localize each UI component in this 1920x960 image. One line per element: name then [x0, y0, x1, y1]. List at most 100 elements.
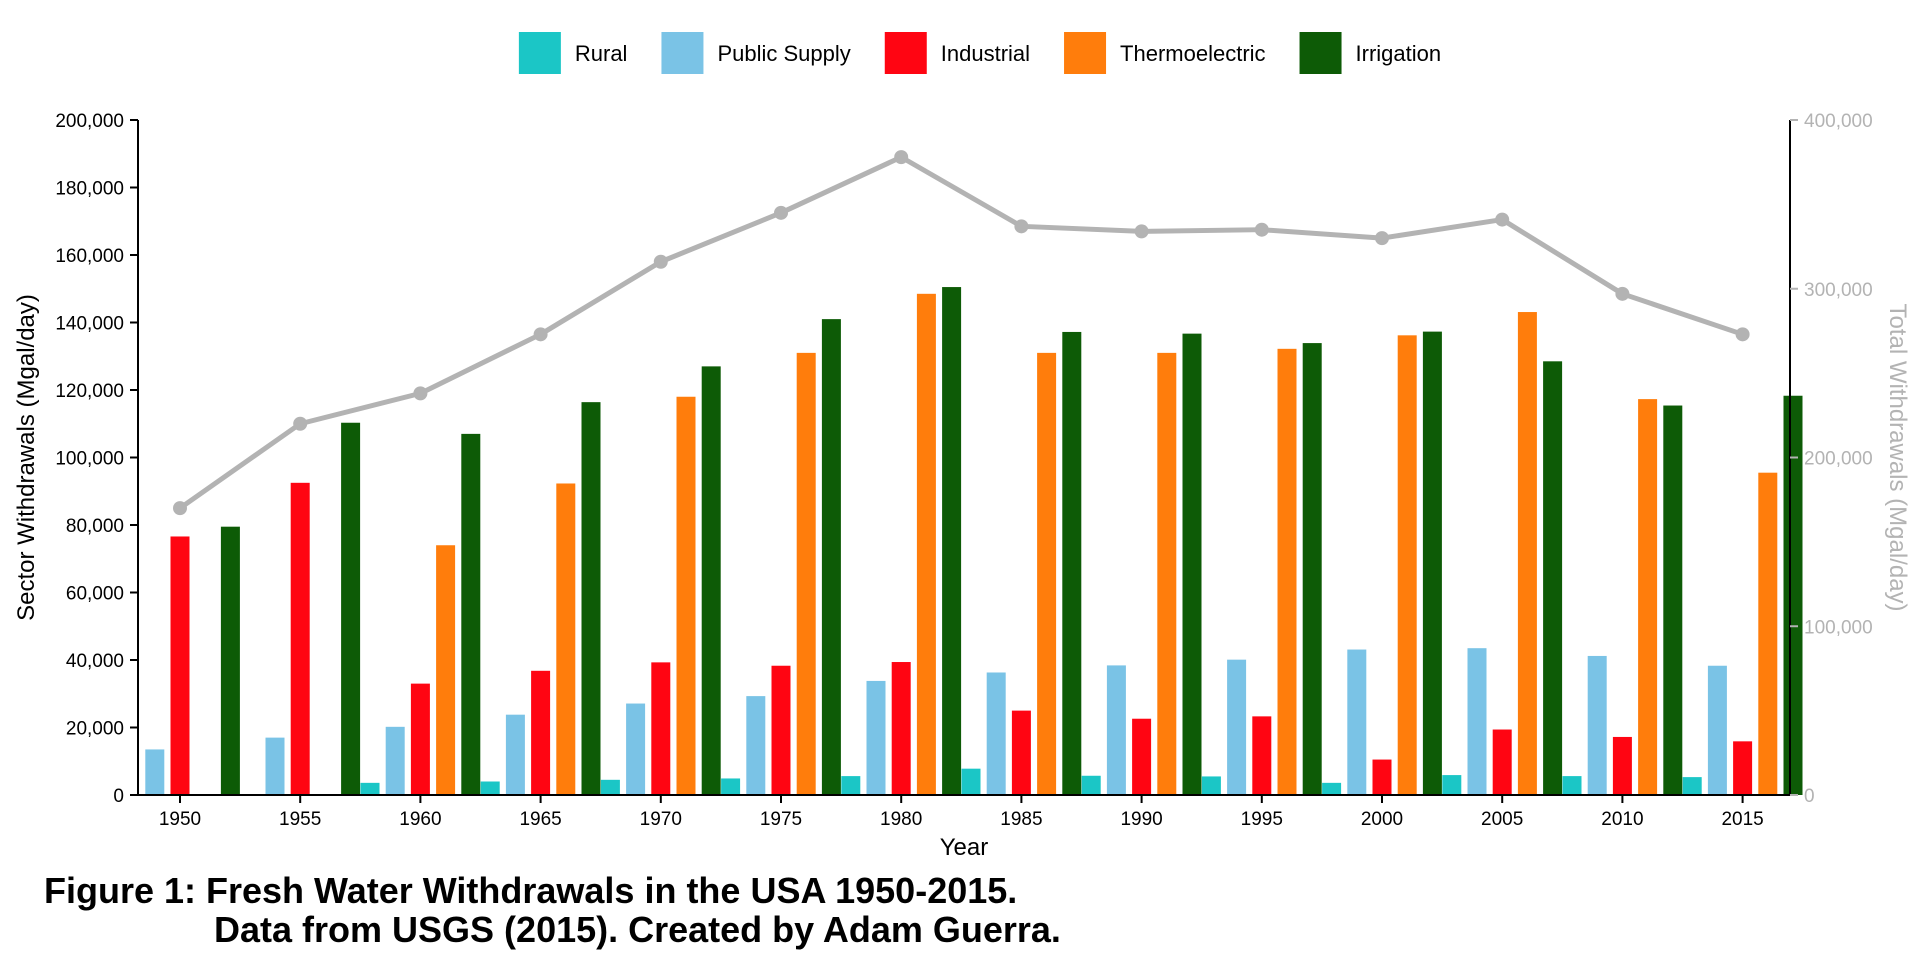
y-tick-label: 20,000 [66, 719, 124, 740]
figure-caption-line-1: Figure 1: Fresh Water Withdrawals in the… [44, 870, 1017, 911]
bar-irrigation-1985 [1062, 331, 1082, 795]
x-tick-label: 2015 [1721, 809, 1763, 830]
x-tick-label: 1965 [519, 809, 561, 830]
bar-industrial-2010 [1612, 736, 1632, 795]
total-point-1955 [293, 416, 308, 431]
bar-industrial-1970 [651, 662, 671, 795]
legend-swatch-public-supply [661, 32, 704, 74]
y-axis-left-ticks: 0 20,000 40,000 60,000 80,000 100,000 120,000 1… [55, 111, 138, 807]
y2-tick-label: 200,000 [1804, 449, 1873, 470]
y-tick-label: 60,000 [66, 584, 124, 605]
bar-industrial-1990 [1132, 718, 1152, 795]
figure-caption-line-2: Data from USGS (2015). Created by Adam G… [214, 909, 1061, 950]
legend-label-rural: Rural [575, 41, 628, 66]
x-tick-label: 1955 [279, 809, 321, 830]
bar-industrial-1960 [410, 683, 430, 795]
bar-rural-2010 [1562, 776, 1582, 795]
y-tick-label: 120,000 [55, 381, 124, 402]
y-tick-label: 40,000 [66, 651, 124, 672]
y2-axis-title: Total Withdrawals (Mgal/day) [1884, 303, 1911, 611]
bar-rural-2015 [1682, 777, 1702, 795]
bar-industrial-1975 [771, 665, 791, 795]
x-axis-title: Year [940, 834, 989, 861]
bar-rural-1960 [360, 782, 380, 795]
x-tick-label: 1970 [640, 809, 682, 830]
bar-public-supply-1995 [1227, 659, 1247, 795]
bar-irrigation-1980 [942, 287, 962, 795]
bar-thermoelectric-2015 [1758, 472, 1778, 795]
y-tick-label: 180,000 [55, 179, 124, 200]
x-tick-label: 2000 [1361, 809, 1403, 830]
bar-rural-1980 [841, 776, 861, 795]
bar-thermoelectric-1970 [676, 396, 696, 795]
bar-rural-1965 [480, 781, 500, 795]
total-point-1980 [894, 150, 909, 165]
x-tick-label: 1960 [399, 809, 441, 830]
bar-public-supply-1965 [505, 714, 525, 795]
legend-label-irrigation: Irrigation [1356, 41, 1442, 66]
bar-industrial-2000 [1372, 759, 1392, 795]
y-tick-label: 140,000 [55, 314, 124, 335]
legend-label-public-supply: Public Supply [717, 41, 850, 66]
legend-swatch-rural [518, 32, 561, 74]
total-point-2005 [1495, 212, 1510, 227]
bar-thermoelectric-1985 [1037, 352, 1057, 795]
bar-thermoelectric-1990 [1157, 352, 1177, 795]
axes [137, 120, 1791, 796]
legend: Rural Public Supply Industrial Thermoelectr… [518, 32, 1442, 74]
bar-public-supply-1975 [746, 696, 766, 795]
bar-irrigation-2010 [1663, 405, 1683, 795]
x-tick-label: 1990 [1120, 809, 1162, 830]
y-tick-label: 160,000 [55, 246, 124, 267]
y2-tick-label: 0 [1804, 786, 1815, 807]
total-point-1975 [774, 205, 788, 220]
bar-thermoelectric-1995 [1277, 348, 1297, 795]
total-point-1950 [173, 501, 187, 516]
bar-industrial-2005 [1492, 729, 1512, 795]
bar-irrigation-1995 [1302, 343, 1322, 795]
total-point-1990 [1134, 224, 1149, 239]
bar-public-supply-1970 [626, 703, 646, 795]
y2-tick-label: 300,000 [1804, 280, 1873, 301]
bar-irrigation-1970 [701, 366, 721, 795]
x-tick-label: 1985 [1000, 809, 1042, 830]
bar-thermoelectric-1975 [796, 352, 816, 795]
y2-tick-label: 100,000 [1804, 617, 1873, 638]
bar-public-supply-2010 [1587, 655, 1607, 795]
bar-rural-1990 [1081, 775, 1101, 795]
bar-thermoelectric-1960 [436, 545, 456, 795]
bar-public-supply-1950 [145, 749, 165, 795]
bar-rural-1995 [1201, 776, 1221, 795]
x-axis-ticks: 1950 1955 1960 1965 1970 1975 1980 1985 1990 1995… [159, 795, 1764, 830]
bar-thermoelectric-2000 [1397, 335, 1417, 795]
bar-industrial-1985 [1011, 710, 1031, 795]
total-point-2010 [1615, 286, 1630, 301]
bar-rural-1975 [721, 778, 741, 795]
y-tick-label: 200,000 [55, 111, 124, 132]
bar-industrial-1955 [290, 482, 310, 795]
x-tick-label: 1975 [760, 809, 802, 830]
x-tick-label: 2005 [1481, 809, 1523, 830]
legend-label-industrial: Industrial [941, 41, 1030, 66]
bar-public-supply-1985 [986, 672, 1006, 795]
bar-industrial-1995 [1252, 716, 1272, 795]
y-tick-label: 80,000 [66, 516, 124, 537]
legend-label-thermoelectric: Thermoelectric [1120, 41, 1265, 66]
bar-public-supply-1990 [1106, 665, 1126, 795]
x-tick-label: 2010 [1601, 809, 1643, 830]
legend-swatch-irrigation [1299, 32, 1342, 74]
legend-swatch-thermoelectric [1064, 32, 1107, 74]
bar-irrigation-1960 [461, 433, 481, 795]
bar-industrial-1980 [891, 662, 911, 795]
bars [145, 287, 1803, 795]
bar-irrigation-2000 [1422, 331, 1442, 795]
total-line-series [173, 150, 1750, 516]
total-point-2000 [1375, 231, 1389, 246]
legend-swatch-industrial [884, 32, 927, 74]
bar-irrigation-1990 [1182, 333, 1202, 795]
total-point-1960 [413, 386, 428, 401]
x-tick-label: 1980 [880, 809, 922, 830]
y-axis-right-ticks: 0 100,000 200,000 300,000 400,000 [1790, 111, 1873, 807]
bar-public-supply-1960 [385, 726, 405, 795]
